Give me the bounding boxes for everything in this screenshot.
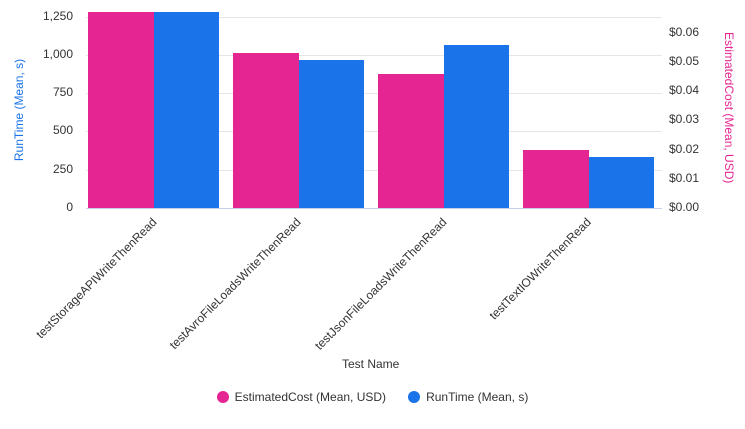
legend-dot-icon	[216, 391, 229, 403]
gridline	[86, 93, 662, 94]
right-tick: $0.06	[669, 25, 700, 39]
bar-cost-teststorageapi[interactable]	[88, 12, 154, 208]
left-tick: 250	[52, 162, 73, 176]
left-tick: 750	[52, 85, 73, 99]
right-tick: $0.01	[669, 171, 700, 185]
gridline	[86, 170, 662, 171]
left-axis-title: RunTime (Mean, s)	[12, 58, 26, 162]
left-tick: 500	[52, 123, 73, 137]
left-tick: 0	[66, 200, 73, 214]
bar-cost-testjsonfileloads[interactable]	[378, 74, 444, 208]
legend-dot-icon	[408, 391, 421, 403]
bar-runtime-testtextio[interactable]	[589, 157, 654, 208]
x-tick-label: testStorageAPIWriteThenRead	[33, 215, 160, 342]
right-axis-title: EstimatedCost (Mean, USD)	[722, 32, 736, 184]
legend-item-cost[interactable]: EstimatedCost (Mean, USD)	[216, 390, 387, 404]
legend-item-runtime[interactable]: RunTime (Mean, s)	[408, 390, 528, 404]
right-tick: $0.05	[669, 54, 700, 68]
x-axis-title: Test Name	[342, 357, 400, 371]
right-tick: $0.03	[669, 112, 700, 126]
x-tick-label: testJsonFileLoadsWriteThenRead	[312, 215, 450, 353]
gridline	[86, 17, 662, 18]
bar-runtime-testavrofileloads[interactable]	[299, 60, 364, 208]
bar-cost-testtextio[interactable]	[523, 150, 589, 208]
gridline	[86, 55, 662, 56]
right-tick: $0.02	[669, 142, 700, 156]
left-tick: 1,000	[42, 47, 73, 61]
right-tick: $0.00	[669, 200, 700, 214]
x-tick-label: testTextIOWriteThenRead	[486, 215, 594, 323]
bar-runtime-teststorageapi[interactable]	[154, 12, 219, 208]
legend-label: RunTime (Mean, s)	[426, 390, 529, 404]
legend-label: EstimatedCost (Mean, USD)	[234, 390, 387, 404]
x-tick-label: testAvroFileLoadsWriteThenRead	[167, 215, 304, 352]
legend: EstimatedCost (Mean, USD) RunTime (Mean,…	[0, 390, 745, 404]
bar-cost-testavrofileloads[interactable]	[233, 53, 299, 208]
gridline	[86, 131, 662, 132]
x-axis-line	[86, 208, 662, 209]
left-tick: 1,250	[42, 9, 73, 23]
bar-runtime-testjsonfileloads[interactable]	[444, 45, 509, 208]
right-tick: $0.04	[669, 83, 700, 97]
